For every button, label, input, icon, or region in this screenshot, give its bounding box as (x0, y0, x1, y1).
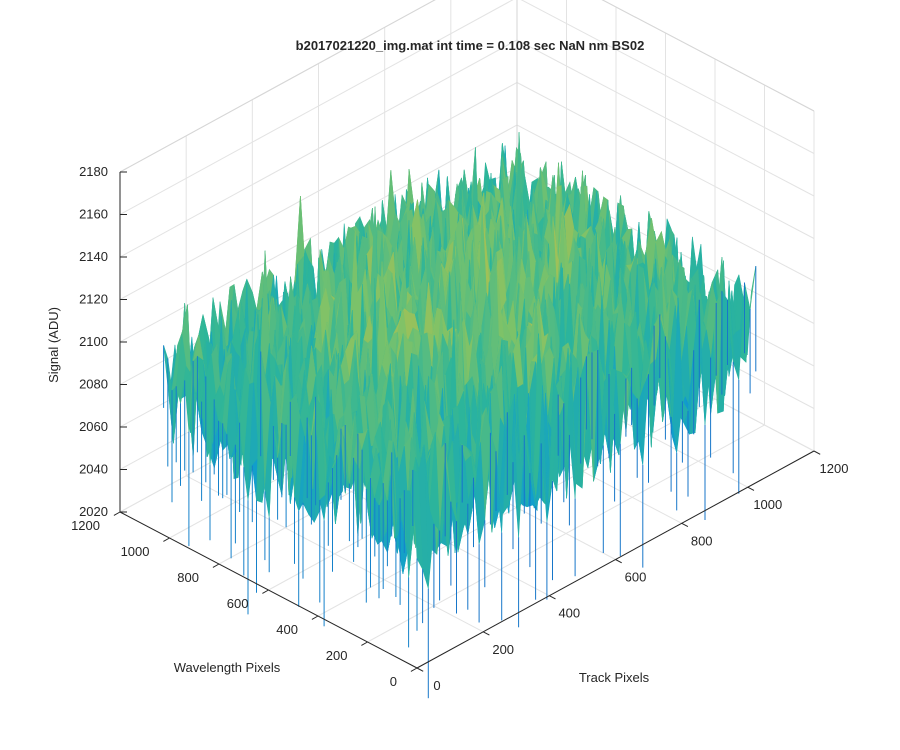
y-tick-label: 0 (390, 674, 397, 689)
y-tick-label: 400 (276, 622, 298, 637)
x-tick (549, 595, 556, 600)
y-tick (262, 589, 269, 594)
z-tick-label: 2160 (79, 207, 108, 222)
surface-patch (412, 469, 423, 570)
side-wall-grid-line (516, 39, 815, 197)
z-tick-label: 2020 (79, 504, 108, 519)
side-wall-grid-line (516, 82, 815, 239)
y-axis-label: Wavelength Pixels (174, 660, 281, 675)
y-tick-label: 200 (326, 648, 348, 663)
y-tick-label: 800 (177, 570, 199, 585)
z-tick-label: 2060 (79, 419, 108, 434)
z-tick-label: 2140 (79, 249, 108, 264)
y-tick (361, 641, 368, 646)
axes-lines (113, 171, 821, 672)
y-tick (410, 667, 418, 672)
y-tick-label: 1000 (121, 544, 150, 559)
x-tick (813, 450, 821, 455)
z-tick-label: 2040 (79, 462, 108, 477)
chart-title: b2017021220_img.mat int time = 0.108 sec… (296, 38, 645, 53)
back-wall-grid-line (119, 82, 518, 300)
z-tick-label: 2100 (79, 334, 108, 349)
x-axis-label: Track Pixels (579, 670, 650, 685)
y-tick (113, 511, 121, 516)
tick-labels: 0 200 400 600 800 1000 1200 0 200 400 600 800 1000 12… (71, 164, 848, 693)
x-tick-label: 0 (433, 678, 440, 693)
x-tick (681, 522, 689, 528)
side-wall-grid-line (516, 124, 815, 282)
z-tick-label: 2120 (79, 292, 108, 307)
x-tick (747, 486, 755, 491)
x-tick-label: 200 (492, 642, 514, 657)
back-wall-grid-line (119, 124, 518, 343)
x-tick-label: 400 (558, 606, 580, 621)
back-wall-grid-line (119, 0, 514, 215)
x-tick (482, 631, 490, 636)
x-tick-label: 1000 (753, 497, 782, 512)
y-tick-label: 600 (227, 596, 249, 611)
y-tick (311, 615, 319, 620)
y-tick (212, 563, 220, 568)
x-tick (416, 667, 424, 672)
x-tick-label: 1200 (820, 461, 849, 476)
box-edge (601, 0, 815, 112)
side-wall-grid-line (520, 0, 815, 154)
y-tick (163, 537, 170, 542)
z-tick-label: 2180 (79, 164, 108, 179)
box-edge (119, 0, 436, 173)
x-tick (615, 559, 622, 564)
z-axis-label: Signal (ADU) (46, 307, 61, 383)
y-tick-label: 1200 (71, 518, 100, 533)
surface-mesh (163, 132, 757, 699)
x-tick-label: 600 (625, 570, 647, 585)
x-tick-label: 800 (691, 533, 713, 548)
z-tick-label: 2080 (79, 377, 108, 392)
back-wall-grid-line (119, 39, 518, 258)
